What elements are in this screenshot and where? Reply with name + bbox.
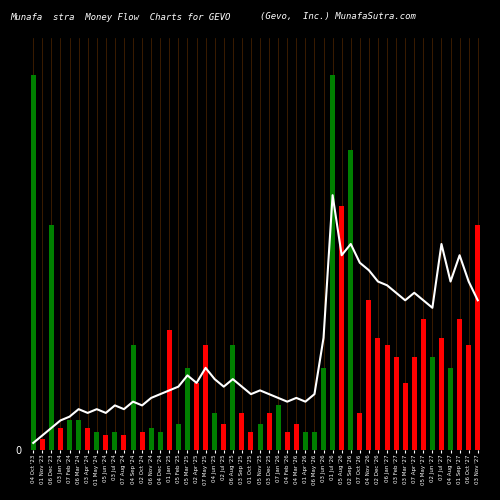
Bar — [122, 436, 126, 450]
Bar — [58, 428, 63, 450]
Bar — [339, 206, 344, 450]
Bar — [330, 75, 335, 450]
Bar — [321, 368, 326, 450]
Bar — [212, 413, 217, 451]
Bar — [258, 424, 262, 450]
Bar — [384, 346, 390, 451]
Bar — [104, 436, 108, 450]
Bar — [185, 368, 190, 450]
Bar — [85, 428, 90, 450]
Bar — [439, 338, 444, 450]
Bar — [312, 432, 317, 450]
Bar — [394, 356, 398, 450]
Bar — [30, 75, 36, 450]
Text: Munafa  stra  Money Flow  Charts for GEVO: Munafa stra Money Flow Charts for GEVO — [10, 12, 230, 22]
Bar — [266, 413, 272, 451]
Bar — [76, 420, 81, 450]
Bar — [475, 225, 480, 450]
Bar — [276, 406, 280, 450]
Bar — [248, 432, 254, 450]
Bar — [49, 225, 54, 450]
Bar — [430, 356, 435, 450]
Bar — [348, 150, 353, 450]
Bar — [203, 346, 208, 451]
Bar — [240, 413, 244, 451]
Text: (Gevo,  Inc.) MunafaSutra.com: (Gevo, Inc.) MunafaSutra.com — [260, 12, 416, 22]
Bar — [412, 356, 416, 450]
Bar — [466, 346, 471, 451]
Bar — [457, 319, 462, 450]
Bar — [140, 432, 144, 450]
Bar — [67, 420, 72, 450]
Bar — [40, 439, 45, 450]
Bar — [167, 330, 172, 450]
Bar — [448, 368, 453, 450]
Bar — [194, 383, 199, 450]
Bar — [130, 346, 136, 451]
Bar — [148, 428, 154, 450]
Bar — [158, 432, 162, 450]
Bar — [303, 432, 308, 450]
Bar — [358, 413, 362, 451]
Bar — [176, 424, 181, 450]
Bar — [230, 346, 235, 451]
Bar — [112, 432, 117, 450]
Bar — [294, 424, 299, 450]
Bar — [376, 338, 380, 450]
Bar — [402, 383, 407, 450]
Bar — [221, 424, 226, 450]
Bar — [284, 432, 290, 450]
Bar — [421, 319, 426, 450]
Bar — [94, 432, 99, 450]
Bar — [366, 300, 372, 450]
